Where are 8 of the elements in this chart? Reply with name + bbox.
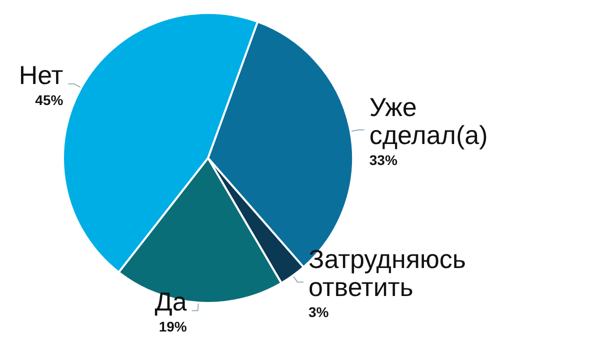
data-label: 19%	[158, 318, 188, 335]
data-label: 3%	[308, 304, 330, 320]
slice-label: Уже сделал(а)	[369, 92, 488, 150]
slice-label: Затрудняюсь ответить	[308, 244, 466, 302]
data-label: 33%	[369, 152, 398, 168]
slice-label: Нет	[18, 60, 64, 90]
slice-label: Да	[154, 286, 188, 317]
data-label: 45%	[35, 92, 64, 108]
